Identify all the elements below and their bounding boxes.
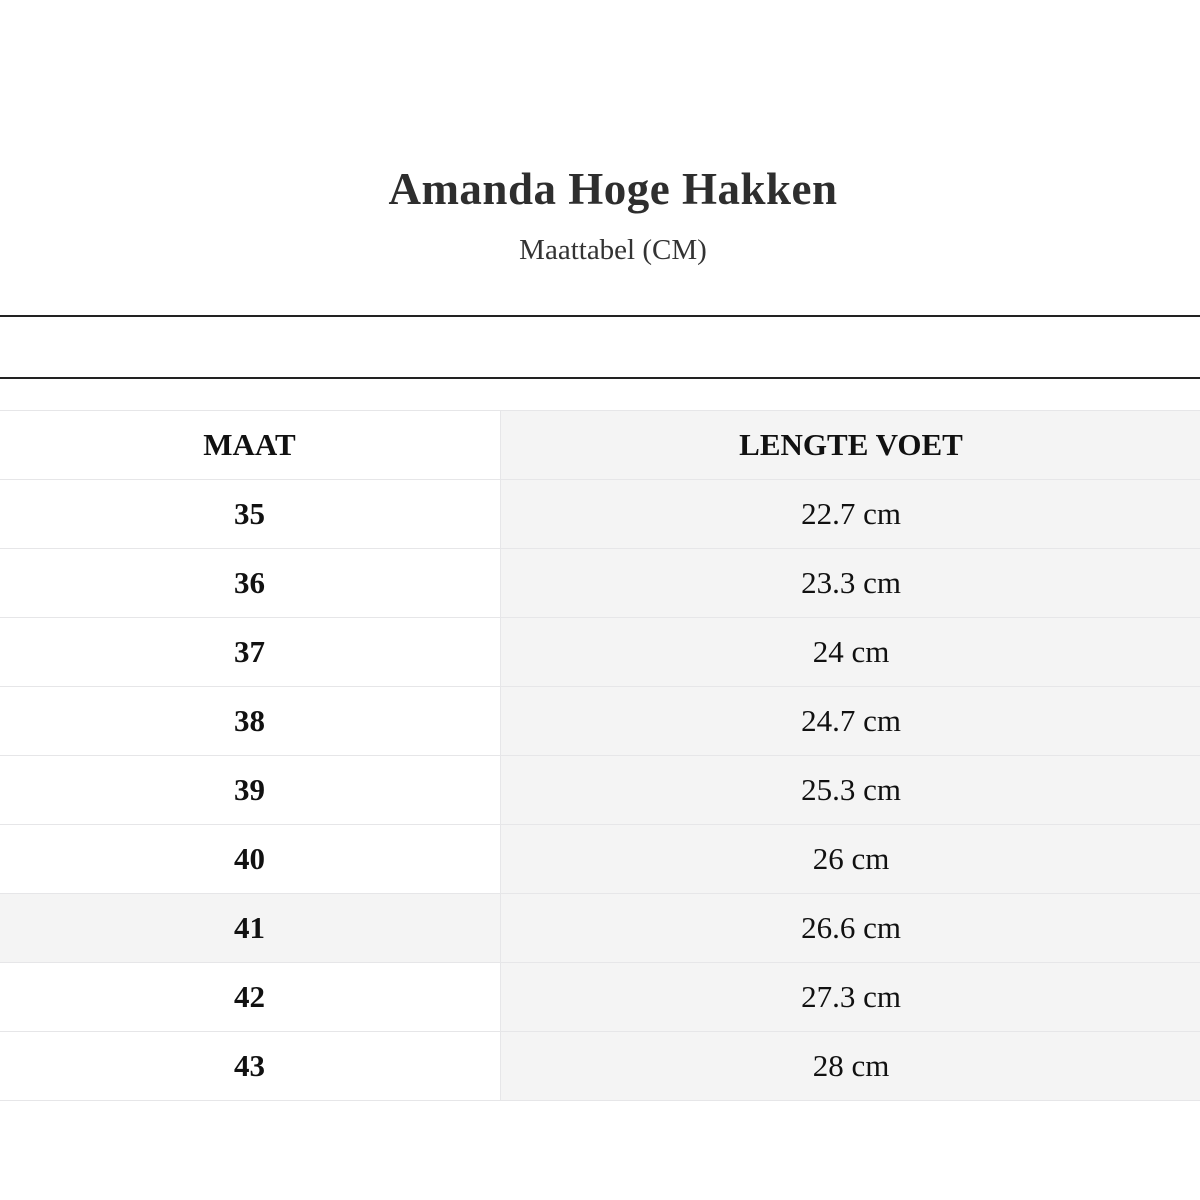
- length-cell: 22.7 cm: [500, 479, 1200, 549]
- length-cell: 23.3 cm: [500, 548, 1200, 618]
- size-cell: 42: [0, 962, 501, 1032]
- header-size: MAAT: [0, 410, 501, 480]
- page-subtitle: Maattabel (CM): [519, 234, 707, 266]
- table-row: 43 28 cm: [0, 1031, 1200, 1101]
- divider-top: [0, 315, 1200, 317]
- length-cell: 26 cm: [500, 824, 1200, 894]
- table-row: 40 26 cm: [0, 824, 1200, 894]
- size-cell: 37: [0, 617, 501, 687]
- table-row: 42 27.3 cm: [0, 962, 1200, 1032]
- divider-bottom: [0, 377, 1200, 379]
- table-header-row: MAAT LENGTE VOET: [0, 410, 1200, 480]
- length-cell: 25.3 cm: [500, 755, 1200, 825]
- page-title: Amanda Hoge Hakken: [388, 164, 838, 214]
- size-cell: 36: [0, 548, 501, 618]
- length-cell: 24.7 cm: [500, 686, 1200, 756]
- size-cell: 35: [0, 479, 501, 549]
- table-row: 39 25.3 cm: [0, 755, 1200, 825]
- table-row: 37 24 cm: [0, 617, 1200, 687]
- size-cell: 39: [0, 755, 501, 825]
- length-cell: 27.3 cm: [500, 962, 1200, 1032]
- size-cell: 38: [0, 686, 501, 756]
- size-chart-table: MAAT LENGTE VOET 35 22.7 cm 36 23.3 cm 37 24 …: [0, 410, 1200, 1101]
- table-row: 36 23.3 cm: [0, 548, 1200, 618]
- size-cell: 41: [0, 893, 501, 963]
- length-cell: 24 cm: [500, 617, 1200, 687]
- table-row: 38 24.7 cm: [0, 686, 1200, 756]
- size-cell: 43: [0, 1031, 501, 1101]
- header-foot-length: LENGTE VOET: [500, 410, 1200, 480]
- table-row: 35 22.7 cm: [0, 479, 1200, 549]
- length-cell: 28 cm: [500, 1031, 1200, 1101]
- size-cell: 40: [0, 824, 501, 894]
- length-cell: 26.6 cm: [500, 893, 1200, 963]
- table-row: 41 26.6 cm: [0, 893, 1200, 963]
